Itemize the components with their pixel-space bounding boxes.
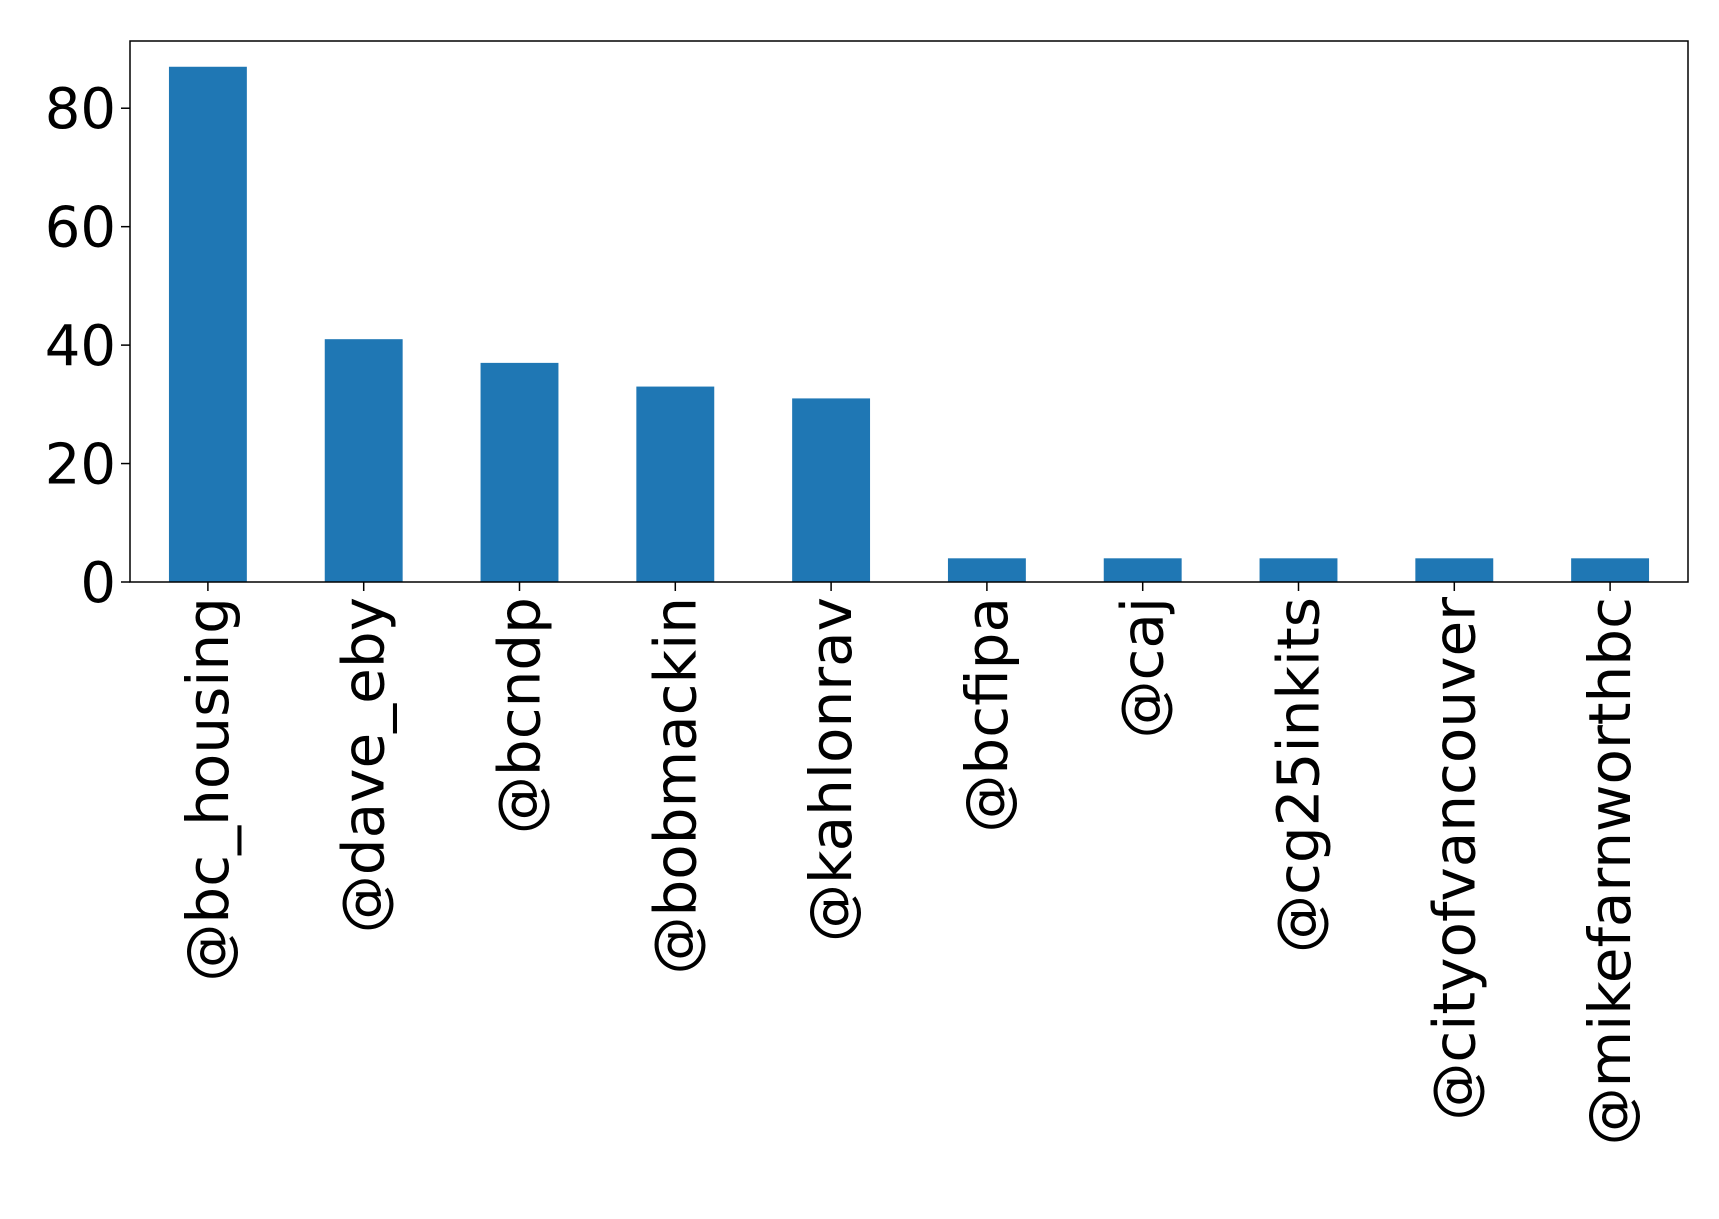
bar-bobmackin bbox=[636, 386, 715, 582]
x-tick-label: @dave_eby bbox=[330, 597, 398, 933]
bar-bcfipa bbox=[947, 558, 1026, 582]
x-tick-label: @bc_housing bbox=[174, 597, 242, 982]
bar-caj bbox=[1103, 558, 1182, 582]
x-tick-label: @bcfipa bbox=[953, 597, 1021, 833]
x-tick-label: @kahlonrav bbox=[797, 597, 865, 942]
bar-dave-eby bbox=[324, 339, 403, 582]
bar-cityofvancouver bbox=[1415, 558, 1494, 582]
x-tick-label: @mikefarnworthbc bbox=[1576, 597, 1644, 1145]
y-tick-label: 20 bbox=[45, 433, 116, 498]
bar-cg25inkits bbox=[1259, 558, 1338, 582]
x-axis: @bc_housing @dave_eby @bcndp @bobmackin @kah… bbox=[174, 582, 1644, 1145]
y-axis: 0 20 40 60 80 bbox=[45, 77, 130, 616]
x-tick-label: @cityofvancouver bbox=[1420, 597, 1488, 1121]
y-tick-label: 80 bbox=[45, 77, 116, 142]
x-tick-label: @cg25inkits bbox=[1265, 597, 1333, 953]
bar-mikefarnworthbc bbox=[1571, 558, 1650, 582]
bar-kahlonrav bbox=[792, 398, 871, 582]
bar-bcndp bbox=[480, 362, 559, 582]
x-tick-label: @bcndp bbox=[486, 597, 554, 834]
y-tick-label: 40 bbox=[45, 314, 116, 379]
x-tick-label: @caj bbox=[1109, 597, 1177, 739]
y-tick-label: 0 bbox=[80, 551, 116, 616]
x-tick-label: @bobmackin bbox=[641, 597, 709, 975]
bar-bc-housing bbox=[168, 66, 247, 582]
y-tick-label: 60 bbox=[45, 196, 116, 261]
plot-frame bbox=[129, 40, 1689, 583]
bars-group bbox=[168, 66, 1650, 582]
